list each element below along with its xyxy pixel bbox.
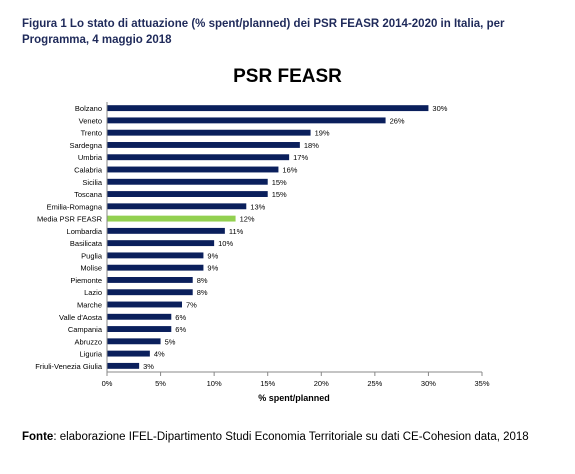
category-label: Abruzzo [74,337,102,346]
source-text: : elaborazione IFEL-Dipartimento Studi E… [53,431,529,443]
data-label: 8% [197,276,208,285]
chart-title: PSR FEASR [233,66,342,87]
bar [107,362,140,369]
category-label: Liguria [79,350,102,359]
category-label: Puglia [81,251,103,260]
data-label: 3% [143,362,154,371]
bar [107,117,386,124]
data-label: 18% [304,141,319,150]
data-label: 11% [229,227,244,236]
data-label: 9% [207,264,218,273]
x-axis-ticks: 0% 5% 10% 15% 20% 25% 30% 35% [102,372,490,388]
category-label: Toscana [74,190,103,199]
data-label: 6% [175,313,186,322]
category-label: Trento [81,129,102,138]
data-label: 17% [293,153,308,162]
category-label: Media PSR FEASR [37,215,103,224]
x-tick-label: 5% [155,379,166,388]
bar [107,326,172,332]
bar [107,240,215,247]
bar [107,129,311,136]
category-label: Marche [77,301,102,310]
category-label: Lazio [84,288,102,297]
bar [107,313,172,320]
data-label: 7% [186,301,197,310]
data-label: 26% [390,116,405,125]
bar [107,191,268,197]
x-tick-label: 15% [260,379,275,388]
x-tick-label: 25% [367,379,382,388]
bar [107,154,290,161]
bar [107,203,247,210]
category-label: Basilicata [70,239,103,248]
bar [107,252,204,259]
x-tick-label: 20% [314,379,329,388]
category-label: Friuli-Venezia Giulia [35,362,103,371]
category-label: Emilia-Romagna [47,202,103,211]
data-label: 5% [165,337,176,346]
category-label: Veneto [79,116,102,125]
category-label: Molise [80,264,102,273]
bar [107,350,150,357]
category-label: Sicilia [82,178,102,187]
data-label: 15% [272,178,287,187]
bar [107,289,193,296]
data-label: 10% [218,239,233,248]
data-label: 6% [175,325,186,334]
data-label: 19% [315,129,330,138]
bar-average [107,215,236,222]
source-note: Fonte: elaborazione IFEL-Dipartimento St… [22,431,529,443]
data-label: 13% [250,202,265,211]
x-tick-label: 30% [421,379,436,388]
x-tick-label: 0% [102,379,113,388]
x-axis-title: % spent/planned [258,393,330,403]
x-tick-label: 10% [207,379,222,388]
data-label: 9% [207,251,218,260]
category-label: Piemonte [70,276,102,285]
bar [107,178,268,185]
bar [107,277,193,283]
category-label: Campania [68,325,103,334]
data-label: 30% [432,104,447,113]
bar [107,301,182,308]
x-tick-label: 35% [474,379,489,388]
figure-caption: Figura 1 Lo stato di attuazione (% spent… [22,18,505,46]
data-label: 16% [282,166,297,175]
bars-group [107,105,429,369]
data-label: 4% [154,350,165,359]
data-labels: 30%26%19%18%17%16%15%15%13%12%11%10%9%9%… [143,104,448,371]
category-label: Calabria [74,166,103,175]
data-label: 15% [272,190,287,199]
category-label: Valle d'Aosta [59,313,103,322]
bar [107,338,161,345]
bar [107,166,279,173]
category-label: Lombardia [67,227,103,236]
bar [107,264,204,271]
category-label: Bolzano [75,104,102,113]
category-label: Sardegna [69,141,102,150]
bar [107,105,429,112]
data-label: 8% [197,288,208,297]
bar [107,227,225,234]
category-labels: Bolzano Veneto Trento Sardegna Umbria Calabri… [35,104,103,371]
bar [107,142,300,148]
source-label: Fonte [22,431,54,443]
category-label: Umbria [78,153,103,162]
data-label: 12% [240,215,255,224]
